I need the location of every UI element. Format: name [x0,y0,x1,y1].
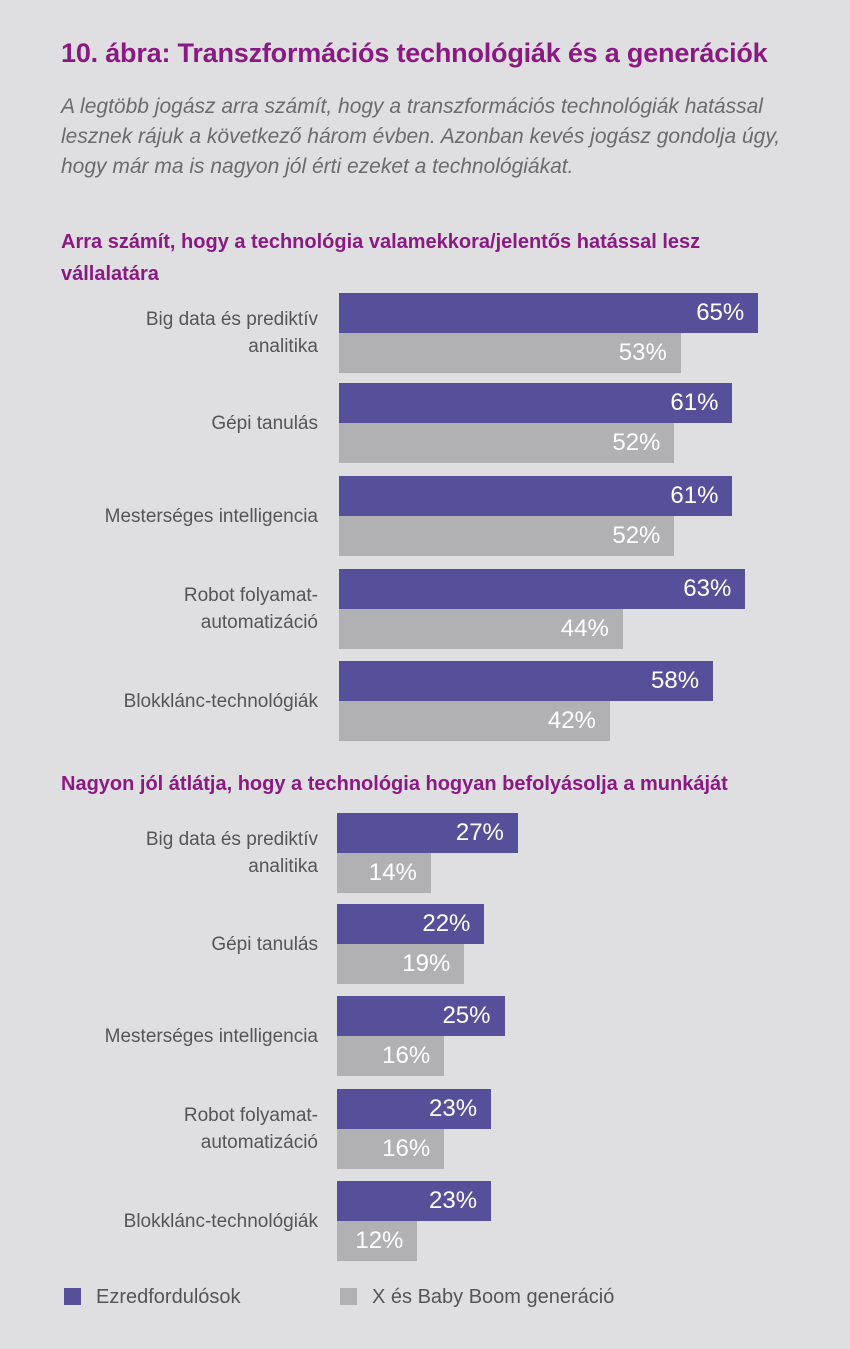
bar-value-label: 19% [402,950,451,977]
bar-value-label: 16% [382,1135,431,1162]
bar-genx-boomers [339,423,675,463]
bar-genx-boomers [339,333,681,373]
bar-value-label: 61% [670,482,719,509]
bar-millennials [339,661,714,701]
bar-genx-boomers [339,516,675,556]
bar-value-label: 16% [382,1042,431,1069]
bar-millennials [339,293,759,333]
bar-value-label: 27% [455,819,504,846]
bar-genx-boomers [337,1036,445,1076]
bar-value-label: 53% [618,339,667,366]
bar-genx-boomers [337,944,465,984]
bar-millennials [337,904,485,944]
bar-value-label: 23% [429,1095,478,1122]
bar-genx-boomers [339,701,610,741]
bar-genx-boomers [337,853,431,893]
category-label: Big data és prediktív analitika [145,829,318,877]
bar-millennials [339,569,746,609]
category-label: Mesterséges intelligencia [104,505,318,527]
chart-subtitle: A legtöbb jogász arra számít, hogy a tra… [61,95,781,178]
category-label: Big data és prediktív analitika [145,309,318,357]
bar-value-label: 58% [651,667,700,694]
bar-millennials [337,813,518,853]
bar-value-label: 23% [429,1187,478,1214]
bar-value-label: 63% [683,575,732,602]
bar-millennials [337,1181,492,1221]
chart-title: 10. ábra: Transzformációs technológiák é… [61,38,768,68]
bar-value-label: 42% [547,707,596,734]
bar-genx-boomers [339,609,623,649]
category-label: Robot folyamat-automatizáció [183,585,318,633]
bar-value-label: 12% [355,1227,404,1254]
bar-value-label: 22% [422,910,471,937]
category-label: Gépi tanulás [211,933,318,955]
bar-value-label: 52% [612,429,661,456]
category-label: Gépi tanulás [211,412,318,434]
bar-value-label: 52% [612,522,661,549]
bar-millennials [337,1089,492,1129]
legend-swatch-genx-boomers [340,1288,357,1305]
bar-genx-boomers [337,1221,418,1261]
bar-millennials [339,383,733,423]
bar-value-label: 44% [560,615,609,642]
legend-swatch-millennials [64,1288,81,1305]
category-label: Blokklánc-technológiák [123,1210,318,1232]
category-label: Robot folyamat-automatizáció [183,1105,318,1153]
category-label: Blokklánc-technológiák [123,690,318,712]
category-label: Mesterséges intelligencia [104,1025,318,1047]
bar-millennials [337,996,505,1036]
bar-millennials [339,476,733,516]
legend-label-millennials: Ezredfordulósok [96,1286,241,1308]
bar-value-label: 14% [368,859,417,886]
bar-value-label: 25% [442,1002,491,1029]
bar-genx-boomers [337,1129,445,1169]
bar-value-label: 65% [696,299,745,326]
bar-value-label: 61% [670,389,719,416]
legend-label-genx-boomers: X és Baby Boom generáció [372,1286,615,1308]
section-title-understanding: Nagyon jól átlátja, hogy a technológia h… [61,773,728,795]
section-title-impact: Arra számít, hogy a technológia valamekk… [61,231,701,285]
